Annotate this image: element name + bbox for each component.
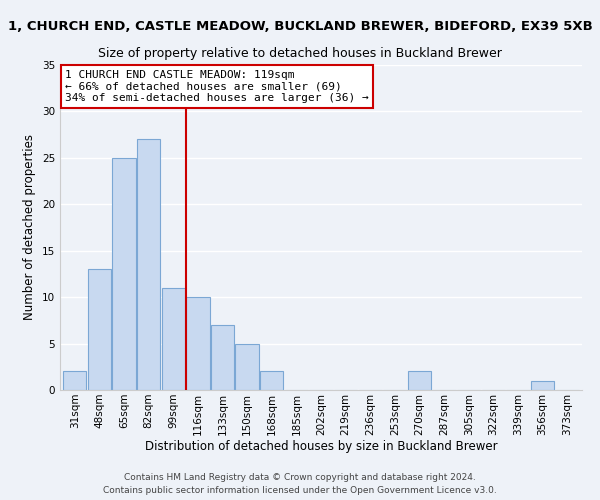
Bar [137,140,160,390]
Bar [260,372,283,390]
Bar [211,325,234,390]
Bar [63,372,86,390]
Bar [531,380,554,390]
Bar [408,372,431,390]
Y-axis label: Number of detached properties: Number of detached properties [23,134,37,320]
Bar [186,297,209,390]
Bar [88,270,111,390]
X-axis label: Distribution of detached houses by size in Buckland Brewer: Distribution of detached houses by size … [145,440,497,454]
Text: 1 CHURCH END CASTLE MEADOW: 119sqm
← 66% of detached houses are smaller (69)
34%: 1 CHURCH END CASTLE MEADOW: 119sqm ← 66%… [65,70,369,103]
Text: Size of property relative to detached houses in Buckland Brewer: Size of property relative to detached ho… [98,48,502,60]
Bar [235,344,259,390]
Bar [161,288,185,390]
Text: Contains HM Land Registry data © Crown copyright and database right 2024.
Contai: Contains HM Land Registry data © Crown c… [103,474,497,495]
Bar [112,158,136,390]
Text: 1, CHURCH END, CASTLE MEADOW, BUCKLAND BREWER, BIDEFORD, EX39 5XB: 1, CHURCH END, CASTLE MEADOW, BUCKLAND B… [8,20,592,33]
